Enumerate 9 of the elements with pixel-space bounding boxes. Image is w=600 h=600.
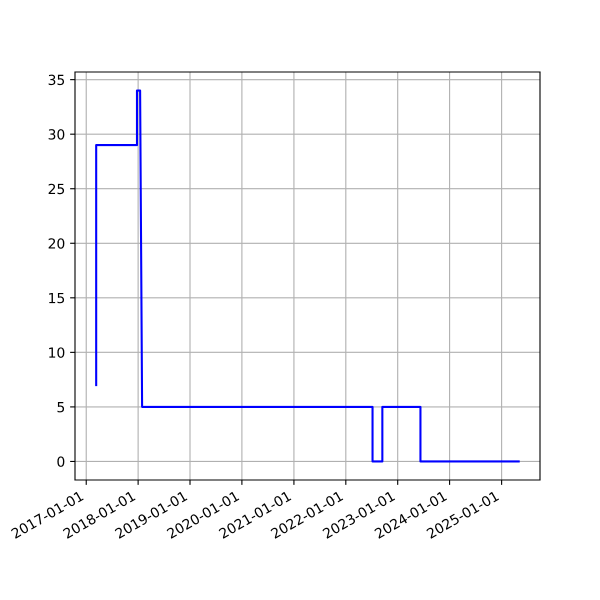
y-tick-label: 35 [48,74,64,86]
y-tick-label: 15 [49,292,64,304]
y-tick-label: 25 [48,184,64,194]
line-series [95,90,520,462]
y-tick-label: 0 [57,456,64,467]
y-tick-label: 20 [48,238,64,249]
y-tick-label: 30 [48,129,64,140]
y-tick-label: 10 [49,347,64,358]
y-tick-label: 5 [58,402,64,412]
